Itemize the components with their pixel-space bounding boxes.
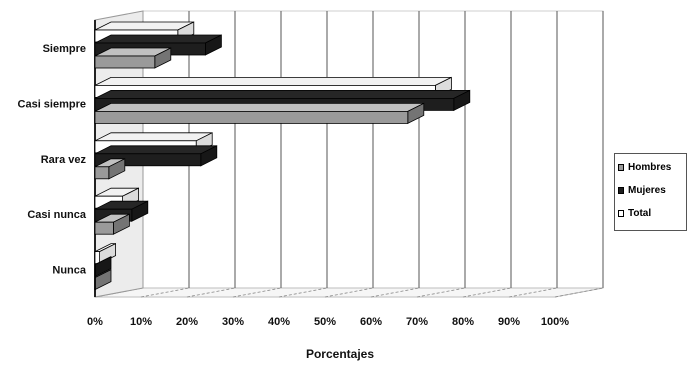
floor-gridline <box>278 287 328 298</box>
x-tick-label: 10% <box>130 316 152 328</box>
floor <box>94 287 604 298</box>
x-tick-label: 30% <box>222 316 244 328</box>
floor-gridline <box>232 287 282 298</box>
x-tick-label: 0% <box>87 316 103 328</box>
category-label: Nunca <box>52 265 87 277</box>
bar-hombres-0 <box>94 47 172 69</box>
bar-mujeres-4 <box>94 255 112 278</box>
x-tick-label: 50% <box>314 316 336 328</box>
x-tick-label: 60% <box>360 316 382 328</box>
legend-swatch <box>618 163 624 171</box>
x-tick-label: 90% <box>498 316 520 328</box>
bar-hombres-3 <box>94 213 130 235</box>
floor-gridline <box>140 287 190 298</box>
floor-gridline <box>416 287 466 298</box>
legend-label: Hombres <box>628 161 672 173</box>
bar-hombres-1 <box>94 102 425 125</box>
legend-label: Total <box>628 207 652 219</box>
category-label: Casi siempre <box>18 98 86 110</box>
bar-hombres-4 <box>94 268 112 291</box>
x-tick-label: 40% <box>268 316 290 328</box>
category-labels: Siempre Casi siempre Rara vez Casi nunca Nun… <box>18 43 87 277</box>
x-axis-label: Porcentajes <box>306 347 374 361</box>
category-label: Casi nunca <box>27 209 87 221</box>
category-label: Siempre <box>43 43 86 55</box>
x-tick-label: 20% <box>176 316 198 328</box>
bars <box>94 21 471 291</box>
floor-gridline <box>324 287 374 298</box>
category-label: Rara vez <box>41 154 87 166</box>
floor-gridline <box>186 287 236 298</box>
floor-gridline <box>462 287 512 298</box>
legend-item: Mujeres <box>615 180 686 200</box>
legend: Hombres Mujeres Total <box>614 153 687 231</box>
floor-gridline <box>554 287 604 298</box>
x-tick-label: 80% <box>452 316 474 328</box>
floor-gridline <box>508 287 558 298</box>
x-tick-labels: 0% 10% 20% 30% 40% 50% 60% 70% 80% 90% 100% <box>87 316 569 328</box>
legend-item: Total <box>615 203 686 223</box>
x-tick-label: 70% <box>406 316 428 328</box>
legend-item: Hombres <box>615 157 686 177</box>
floor-gridline <box>370 287 420 298</box>
bar-hombres-2 <box>94 158 126 180</box>
legend-swatch <box>618 209 624 217</box>
legend-label: Mujeres <box>628 184 666 196</box>
x-tick-label: 100% <box>541 316 569 328</box>
legend-swatch <box>618 186 624 194</box>
